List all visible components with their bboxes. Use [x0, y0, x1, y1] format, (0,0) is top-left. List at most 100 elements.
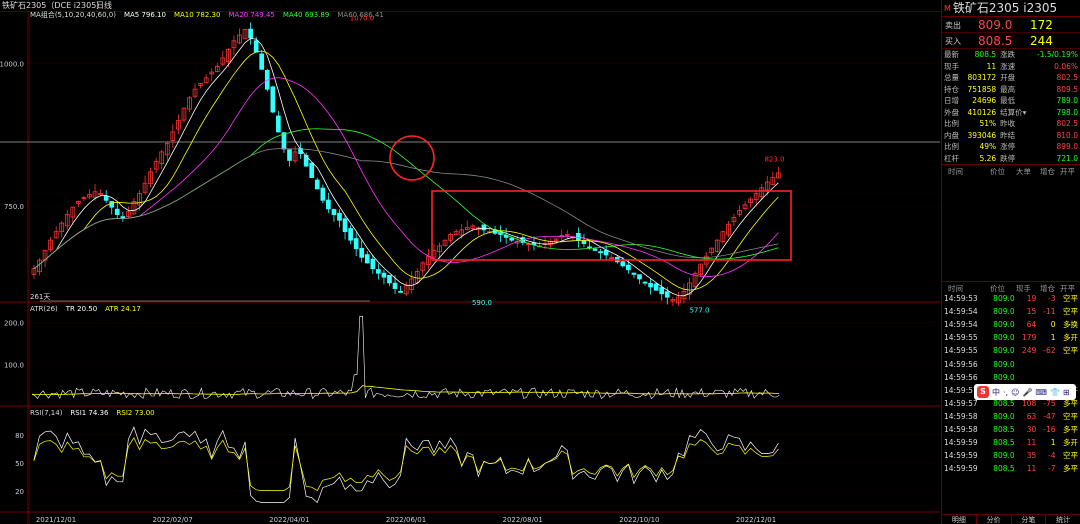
- tick-header-cell: 开平: [1060, 167, 1075, 176]
- candle-body: [48, 239, 53, 251]
- candle-body: [692, 272, 698, 288]
- ime-item-icon[interactable]: ⌨: [1035, 387, 1047, 397]
- candle-body: [159, 151, 165, 164]
- candle-body: [509, 237, 515, 241]
- quote-key: 最高: [1000, 84, 1016, 94]
- tab-2[interactable]: 分笔: [1012, 515, 1047, 524]
- candle-body: [403, 285, 409, 295]
- candle-body: [203, 77, 209, 84]
- tick-cell: 809.0: [993, 451, 1015, 461]
- candle-body: [598, 251, 603, 254]
- tick-row[interactable]: 14:59:55 809.0 179 1 多开: [942, 331, 1080, 344]
- ime-item-icon[interactable]: 🎤: [1022, 387, 1033, 397]
- tick-row[interactable]: 14:59:59 808.5 11 1 多开: [942, 436, 1080, 449]
- x-tick-label: 2022/12/01: [736, 516, 776, 524]
- tick-row[interactable]: 14:59:56 809.0: [942, 371, 1080, 384]
- tick-row[interactable]: 14:59:57 808.5 108 -75 多平: [942, 397, 1080, 410]
- tick-cell: -75: [1043, 398, 1056, 408]
- ask-row[interactable]: 卖出 809.0 172: [942, 17, 1080, 33]
- tick-header: 时间 价位 现手 增仓 开平: [942, 281, 1080, 293]
- tick-row[interactable]: 14:59:55 809.0 249 -62 空平: [942, 344, 1080, 357]
- candle-body: [114, 208, 120, 215]
- ime-logo-icon[interactable]: S: [977, 386, 989, 398]
- quote-key: 杠杆: [944, 153, 959, 163]
- quote-row: 现手 11 涨速 0.06%: [942, 61, 1080, 73]
- ime-item-icon[interactable]: 中: [992, 387, 1000, 397]
- candle-body: [376, 269, 381, 274]
- candle-body: [53, 231, 59, 239]
- candle-body: [648, 283, 653, 288]
- quote-value: 798.0: [1056, 107, 1078, 117]
- tick-cell: 809.0: [993, 359, 1015, 369]
- ma-legend-item: MA20 749.45: [228, 11, 275, 19]
- candle-body: [370, 258, 376, 270]
- tick-header-cell: 增仓: [1040, 284, 1055, 293]
- kline-chart-area[interactable]: MA组合(5,10,20,40,60,0) MA5 796.10 MA10 782.…: [0, 11, 940, 524]
- quote-key: 总量: [944, 73, 959, 83]
- candle-body: [776, 172, 781, 179]
- tick-cell: 14:59:54: [944, 320, 978, 330]
- candle-body: [592, 248, 598, 251]
- ma40-line: [33, 128, 779, 270]
- tick-row[interactable]: 14:59:58 808.5 30 -16 多平: [942, 423, 1080, 436]
- candle-body: [687, 282, 692, 295]
- tick-cell: 179: [1021, 333, 1037, 343]
- tick-row[interactable]: 14:59:56 809.0: [942, 357, 1080, 370]
- candle-body: [81, 197, 87, 199]
- tick-cell: 14:59:57: [944, 385, 978, 395]
- tick-cell: 249: [1021, 346, 1037, 356]
- tab-3[interactable]: 统计: [1046, 515, 1080, 524]
- tick-row[interactable]: 14:59:54 809.0 64 0 多换: [942, 318, 1080, 331]
- tick-cell: 空平: [1063, 346, 1078, 356]
- ime-item-icon[interactable]: ☺: [1011, 387, 1020, 397]
- tick-row[interactable]: 14:59:59 809.0 35 -4 空平: [942, 449, 1080, 462]
- candle-body: [276, 115, 281, 133]
- tick-row[interactable]: 14:59:59 808.5 11 -7 多平: [942, 462, 1080, 475]
- tick-cell: 0: [1050, 320, 1056, 330]
- ime-item-icon[interactable]: ⊞: [1062, 387, 1070, 397]
- tab-0[interactable]: 明细: [942, 515, 977, 524]
- bid-row[interactable]: 买入 808.5 244: [942, 33, 1080, 49]
- tick-table[interactable]: 14:59:53 809.0 19 -3 空平 14:59:54 809.0 15 -11 空平 1…: [942, 292, 1080, 475]
- candle-body: [748, 198, 753, 204]
- quote-value: 393046: [967, 130, 997, 140]
- tick-cell: [1038, 357, 1057, 370]
- tick-cell: 808.5: [993, 424, 1015, 434]
- tick-cell: 809.0: [993, 333, 1015, 343]
- tick-header-cell: 增仓: [1040, 167, 1055, 176]
- ime-item-icon[interactable]: 👕: [1049, 387, 1060, 397]
- candle-body: [587, 246, 592, 249]
- candle-body: [503, 235, 509, 238]
- quote-key: 开盘: [1000, 73, 1016, 83]
- tick-row[interactable]: 14:59:54 809.0 15 -11 空平: [942, 305, 1080, 318]
- candle-body: [170, 131, 176, 141]
- candle-body: [76, 201, 81, 204]
- chart-canvas[interactable]: 1000.0 750.0 1070.0 590.0 577.0 823.0 261天 200.…: [0, 12, 940, 524]
- tick-cell: 808.5: [993, 438, 1015, 448]
- tick-cell: 14:59:53: [944, 294, 978, 304]
- ime-item-icon[interactable]: ·,: [1003, 387, 1009, 397]
- tick-cell: 多换: [1063, 320, 1078, 330]
- tick-cell: 1: [1050, 438, 1056, 448]
- candle-body: [709, 247, 715, 253]
- period-selector[interactable]: 日线: [96, 1, 112, 10]
- quote-row: 最新 808.5 涨跌 -1.5/0.19%: [942, 49, 1080, 61]
- tick-cell: 14:59:59: [944, 464, 978, 474]
- candle-body: [209, 71, 215, 75]
- candle-body: [187, 97, 192, 110]
- tab-1[interactable]: 分价: [977, 515, 1012, 524]
- candle-body: [142, 182, 148, 193]
- candle-body: [359, 247, 365, 258]
- tick-cell: -11: [1043, 307, 1056, 317]
- tick-row[interactable]: 14:59:53 809.0 19 -3 空平: [942, 292, 1080, 305]
- bar-count-label: 261天: [30, 293, 50, 301]
- candle-body: [348, 228, 353, 241]
- candle-body: [192, 88, 198, 97]
- ma-legend-item: MA10 782.30: [173, 11, 221, 19]
- ime-toolbar[interactable]: S 中 ·, ☺ 🎤 ⌨ 👕 ⊞: [974, 384, 1076, 400]
- big-order-list[interactable]: [942, 175, 1080, 281]
- candle-body: [442, 239, 448, 246]
- tick-row[interactable]: 14:59:58 809.0 63 -47 空平: [942, 410, 1080, 423]
- candle-body: [459, 229, 465, 236]
- quote-value: 809.5: [1056, 84, 1078, 94]
